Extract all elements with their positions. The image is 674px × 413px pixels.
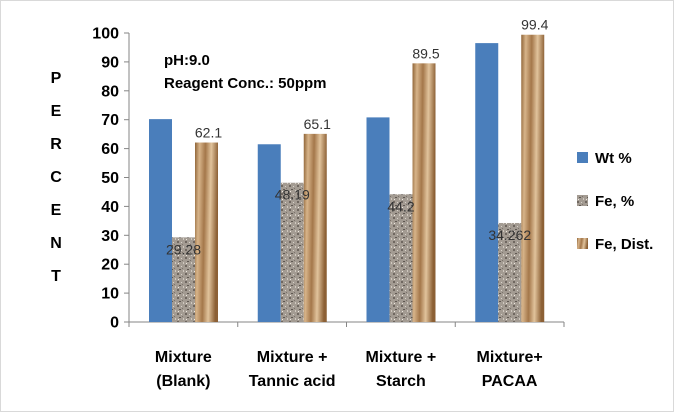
- bar-2-3: [521, 34, 545, 322]
- data-labels: 29.28 48.19 44.2 34.262 62.1 65.1 89.5 99.4: [166, 17, 549, 258]
- bar-1-0: [172, 237, 195, 322]
- chart-annotations: pH:9.0 Reagent Conc.: 50ppm: [164, 52, 327, 92]
- y-tick-label: 30: [101, 228, 119, 245]
- data-label: 29.28: [166, 241, 201, 257]
- y-tick-label: 50: [101, 170, 119, 187]
- y-axis-title-letter: N: [50, 235, 62, 252]
- y-tick-label: 0: [110, 315, 119, 332]
- legend-label: Wt %: [595, 150, 632, 167]
- bar-1-2: [389, 194, 413, 322]
- data-label: 34.262: [488, 227, 531, 243]
- data-label: 44.2: [387, 198, 414, 214]
- legend-label: Fe, Dist.: [595, 236, 653, 253]
- data-label: 99.4: [521, 17, 548, 33]
- y-axis-title-letter: E: [51, 103, 62, 120]
- bar-1-1: [280, 182, 304, 322]
- bar-2-0: [195, 142, 218, 322]
- bar-0-3: [475, 43, 499, 323]
- y-tick-label: 100: [92, 26, 119, 43]
- data-label: 89.5: [412, 45, 439, 61]
- bar-2-2: [412, 63, 436, 322]
- x-category-label: Mixture + Starch: [366, 349, 437, 390]
- bar-0-0: [149, 119, 172, 322]
- bar-0-1: [257, 144, 281, 322]
- annotation-reagent: Reagent Conc.: 50ppm: [164, 75, 327, 92]
- legend-swatch: [577, 238, 588, 249]
- legend-swatch: [577, 152, 588, 163]
- bar-1-3: [498, 222, 522, 322]
- y-tick-label: 10: [101, 286, 119, 303]
- data-label: 48.19: [275, 187, 310, 203]
- x-category-label: Mixture (Blank): [155, 349, 212, 390]
- bar-0-2: [366, 117, 390, 322]
- data-label: 62.1: [195, 125, 222, 141]
- y-axis-title-letter: C: [50, 169, 62, 186]
- category-labels: Mixture (Blank) Mixture + Tannic acid Mixtur…: [155, 349, 543, 390]
- y-tick-label: 20: [101, 257, 119, 274]
- bar-2-1: [303, 133, 327, 322]
- axes: 0 10 20 30 40 50 60 70 80 90 100: [92, 26, 565, 332]
- y-axis-title-letter: P: [51, 70, 62, 87]
- y-axis-title-letter: E: [51, 202, 62, 219]
- y-tick-label: 80: [101, 83, 119, 100]
- y-tick-label: 60: [101, 141, 119, 158]
- annotation-ph: pH:9.0: [164, 52, 210, 69]
- bars: [149, 34, 545, 323]
- data-label: 65.1: [304, 116, 331, 132]
- y-axis-title-letter: R: [50, 136, 62, 153]
- legend-swatch: [577, 195, 588, 206]
- x-category-label: Mixture+ PACAA: [477, 349, 543, 390]
- y-axis-title-letter: T: [51, 268, 61, 285]
- legend-label: Fe, %: [595, 193, 634, 210]
- y-tick-label: 40: [101, 199, 119, 216]
- x-category-label: Mixture + Tannic acid: [249, 349, 336, 390]
- y-tick-label: 90: [101, 54, 119, 71]
- legend: Wt % Fe, % Fe, Dist.: [577, 150, 653, 253]
- y-tick-label: 70: [101, 112, 119, 129]
